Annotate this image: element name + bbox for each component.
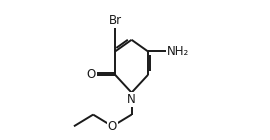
Text: N: N bbox=[127, 93, 136, 106]
Text: Br: Br bbox=[109, 14, 122, 27]
Text: O: O bbox=[108, 120, 117, 133]
Text: O: O bbox=[87, 68, 96, 81]
Text: NH₂: NH₂ bbox=[167, 45, 190, 58]
